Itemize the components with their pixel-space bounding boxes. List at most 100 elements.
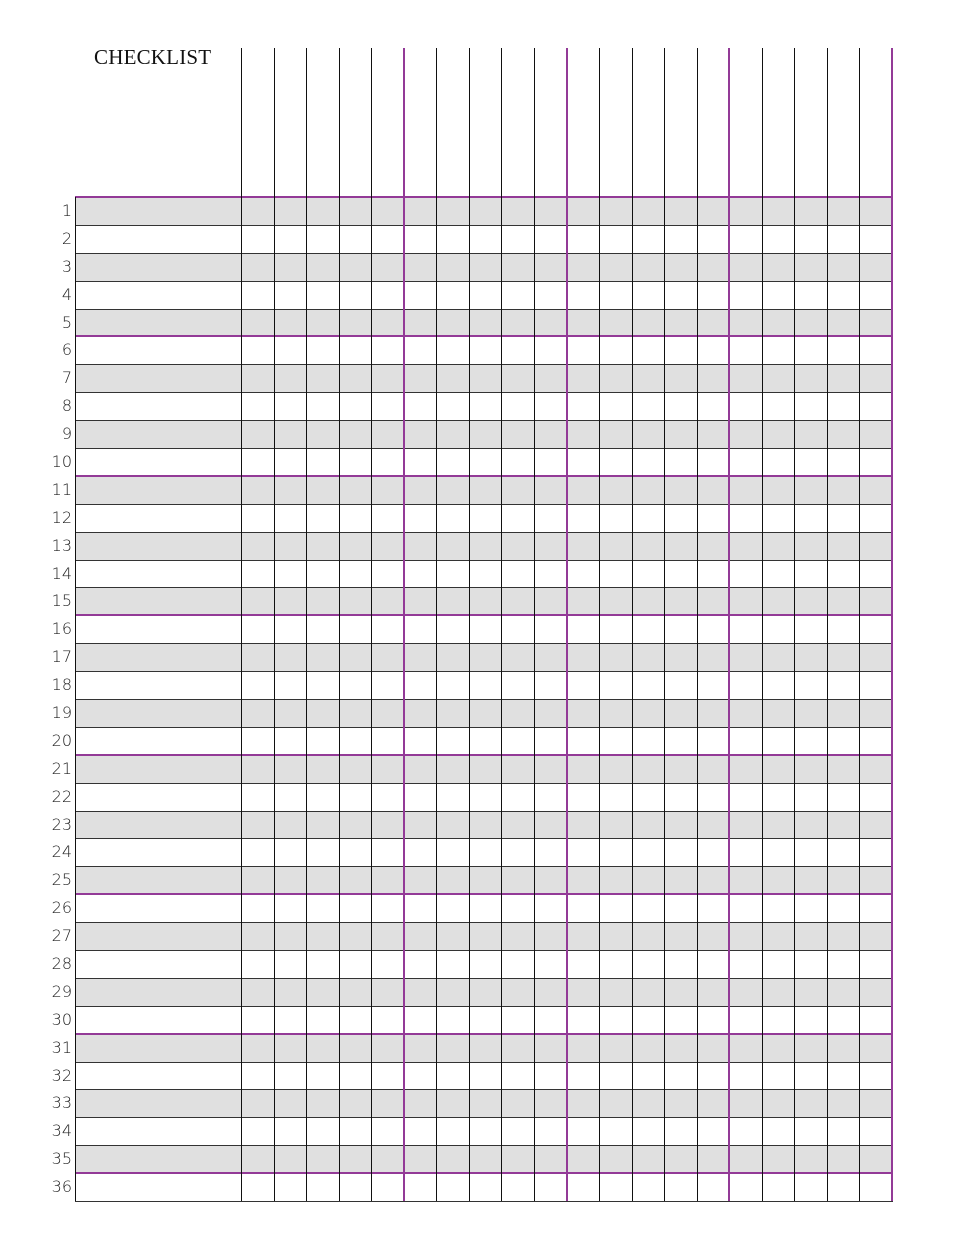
row-divider: [75, 1061, 893, 1063]
row-number: 35: [51, 1149, 72, 1169]
checklist-row[interactable]: [75, 866, 892, 895]
column-divider: [273, 48, 275, 1201]
checklist-row[interactable]: [75, 671, 892, 699]
checklist-row[interactable]: [75, 783, 892, 811]
row-divider: [75, 392, 893, 394]
column-divider: [468, 48, 470, 1201]
row-divider: [75, 531, 893, 533]
checklist-row[interactable]: [75, 392, 892, 420]
checklist-row[interactable]: [75, 1033, 892, 1062]
checklist-row[interactable]: [75, 727, 892, 755]
checklist-row[interactable]: [75, 922, 892, 950]
row-number: 10: [51, 452, 72, 471]
row-divider: [75, 671, 893, 673]
row-number: 17: [51, 647, 72, 667]
checklist-row[interactable]: [75, 643, 892, 672]
row-number: 14: [51, 563, 72, 583]
column-divider: [436, 48, 438, 1201]
row-divider: [75, 950, 893, 951]
row-number: 29: [51, 981, 72, 1001]
row-number: 21: [51, 758, 72, 778]
checklist-row[interactable]: [75, 615, 892, 643]
row-divider: [75, 448, 893, 449]
checklist-row[interactable]: [75, 225, 892, 253]
checklist-row[interactable]: [75, 252, 892, 281]
checklist-row[interactable]: [75, 448, 892, 476]
row-number: 3: [61, 256, 72, 276]
checklist-row[interactable]: [75, 504, 892, 532]
checklist-row[interactable]: [75, 531, 892, 560]
checklist-row[interactable]: [75, 420, 892, 448]
row-number: 28: [51, 954, 72, 973]
checklist-row[interactable]: [75, 1173, 892, 1201]
row-number: 19: [51, 703, 72, 722]
column-divider: [826, 48, 828, 1201]
checklist-row[interactable]: [75, 754, 892, 783]
row-number: 16: [51, 619, 72, 639]
checklist-row[interactable]: [75, 838, 892, 866]
row-divider: [75, 503, 893, 505]
row-divider: [75, 308, 893, 310]
row-divider: [75, 1005, 893, 1007]
column-divider: [599, 48, 601, 1201]
column-divider: [664, 48, 666, 1201]
row-divider: [75, 614, 893, 617]
row-number: 12: [51, 507, 72, 527]
row-divider: [75, 196, 893, 198]
row-divider: [75, 587, 893, 589]
checklist-row[interactable]: [75, 364, 892, 393]
checklist-row[interactable]: [75, 587, 892, 616]
column-divider: [565, 48, 568, 1201]
row-number: 9: [61, 424, 72, 444]
row-divider: [75, 280, 893, 282]
row-divider: [75, 810, 893, 812]
checklist-row[interactable]: [75, 336, 892, 364]
checklist-row[interactable]: [75, 308, 892, 337]
row-number: 6: [61, 340, 72, 360]
row-divider: [75, 224, 893, 226]
row-divider: [75, 922, 893, 924]
checklist-row[interactable]: [75, 1089, 892, 1118]
row-divider: [75, 753, 893, 756]
checklist-row[interactable]: [75, 977, 892, 1006]
row-number: 24: [51, 842, 72, 862]
row-divider: [75, 559, 893, 561]
row-divider: [75, 1201, 893, 1202]
column-divider: [338, 48, 340, 1201]
row-number: 15: [51, 591, 72, 611]
column-divider: [859, 48, 861, 1201]
checklist-row[interactable]: [75, 810, 892, 839]
column-divider: [501, 48, 503, 1201]
checklist-row[interactable]: [75, 699, 892, 727]
row-number: 31: [51, 1037, 72, 1057]
row-number: 5: [61, 312, 72, 332]
label-column-edge: [75, 197, 76, 1201]
checklist-row[interactable]: [75, 475, 892, 504]
checklist-row[interactable]: [75, 1062, 892, 1090]
checklist-row[interactable]: [75, 1006, 892, 1034]
row-divider: [75, 1117, 893, 1119]
row-number: 20: [51, 730, 72, 750]
row-number: 30: [51, 1009, 72, 1029]
column-divider: [728, 48, 731, 1201]
checklist-row[interactable]: [75, 560, 892, 588]
row-number: 27: [51, 926, 72, 946]
row-divider: [75, 866, 893, 868]
column-divider: [891, 48, 893, 1201]
row-divider: [75, 893, 893, 896]
checklist-row[interactable]: [75, 950, 892, 978]
row-divider: [75, 335, 893, 338]
checklist-row[interactable]: [75, 281, 892, 309]
checklist-row[interactable]: [75, 1145, 892, 1174]
row-number: 1: [61, 201, 72, 220]
checklist-row[interactable]: [75, 894, 892, 922]
checklist-row[interactable]: [75, 197, 892, 225]
row-divider: [75, 838, 893, 840]
row-number: 25: [51, 870, 72, 890]
column-divider: [241, 48, 242, 1201]
checklist-row[interactable]: [75, 1117, 892, 1145]
row-divider: [75, 252, 893, 254]
column-divider: [761, 48, 763, 1201]
row-number: 22: [51, 786, 72, 806]
row-divider: [75, 726, 893, 728]
